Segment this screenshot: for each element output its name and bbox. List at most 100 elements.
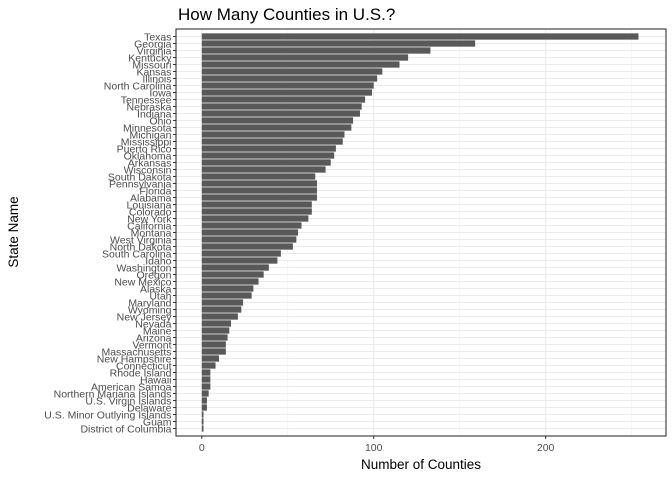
category-label: Kentucky [128, 52, 172, 64]
category-label: Arizona [136, 332, 172, 344]
category-label: New Hampshire [97, 353, 172, 365]
category-label: American Samoa [91, 381, 172, 393]
bar [201, 110, 360, 117]
category-label: Delaware [127, 402, 172, 414]
bar [201, 362, 216, 369]
category-label: Northern Mariana Islands [54, 388, 172, 400]
category-label: South Carolina [102, 248, 172, 260]
bar [201, 229, 299, 236]
category-label: Georgia [134, 38, 172, 50]
y-axis-title: State Name [6, 196, 21, 267]
category-label: Alabama [130, 192, 172, 204]
bar [201, 285, 254, 292]
category-label: New Jersey [117, 311, 173, 323]
category-label: Mississippi [121, 136, 172, 148]
category-label: Ohio [149, 115, 171, 127]
category-label: Pennsylvania [109, 178, 172, 190]
category-label: Alaska [140, 283, 172, 295]
bar [201, 355, 219, 362]
bar [201, 404, 207, 411]
bar [201, 40, 476, 47]
category-label: Illinois [142, 73, 171, 85]
bar [201, 243, 293, 250]
bar [201, 334, 228, 341]
category-label: Massachusetts [101, 346, 171, 358]
category-label: U.S. Virgin Islands [85, 395, 171, 407]
category-label: Montana [131, 227, 172, 239]
bar [201, 278, 259, 285]
x-axis-ticks: 0 100 200 [199, 436, 555, 454]
category-label: New York [127, 213, 172, 225]
bar [201, 131, 345, 138]
bar [201, 397, 207, 404]
category-label: Colorado [129, 206, 172, 218]
bar [201, 257, 278, 264]
bar [201, 299, 244, 306]
bar [201, 75, 378, 82]
bar [201, 54, 409, 61]
bar [201, 180, 317, 187]
category-label: Washington [116, 262, 171, 274]
bar [201, 159, 331, 166]
bar [201, 250, 281, 257]
bar [201, 320, 232, 327]
bar [201, 152, 335, 159]
category-label: North Dakota [110, 241, 172, 253]
bar [201, 201, 312, 208]
bar [201, 383, 211, 390]
x-tick-label: 0 [199, 442, 205, 454]
bar [201, 264, 269, 271]
category-label: Guam [143, 416, 172, 428]
bar [201, 166, 326, 173]
category-label: South Dakota [108, 171, 172, 183]
category-label: Indiana [137, 108, 172, 120]
bar [201, 68, 383, 75]
bar [201, 103, 362, 110]
category-label: Rhode Island [110, 367, 172, 379]
bar [201, 222, 302, 229]
bar [201, 236, 297, 243]
category-label: U.S. Minor Outlying Islands [44, 409, 171, 421]
bar [201, 425, 204, 432]
category-label: North Carolina [104, 80, 172, 92]
category-label: Arkansas [128, 157, 172, 169]
x-tick-label: 100 [365, 442, 383, 454]
bar [201, 145, 336, 152]
category-label: West Virginia [110, 234, 172, 246]
category-label: Kansas [136, 66, 171, 78]
x-axis-title: Number of Counties [361, 457, 481, 472]
bar [201, 418, 204, 425]
bar [201, 306, 242, 313]
category-label: Wisconsin [124, 164, 172, 176]
category-label: Maine [143, 325, 172, 337]
chart-title: How Many Counties in U.S.? [178, 5, 395, 24]
category-label: Vermont [132, 339, 171, 351]
bar [201, 376, 211, 383]
bar [201, 411, 204, 418]
bar [201, 271, 264, 278]
bar [201, 369, 211, 376]
bar [201, 313, 238, 320]
bar [201, 215, 309, 222]
x-tick-label: 200 [537, 442, 555, 454]
bar [201, 187, 317, 194]
bar [201, 341, 226, 348]
category-label: Virginia [137, 45, 172, 57]
category-label: Minnesota [123, 122, 172, 134]
bar [201, 124, 352, 131]
bar [201, 173, 316, 180]
category-label: Oklahoma [124, 150, 172, 162]
bar [201, 33, 639, 40]
bar [201, 348, 226, 355]
bar [201, 327, 230, 334]
category-label: Utah [149, 290, 171, 302]
bar [201, 194, 317, 201]
bars [201, 33, 639, 432]
bar [201, 117, 354, 124]
category-label: New Mexico [114, 276, 171, 288]
category-label: Idaho [145, 255, 171, 267]
category-label: Florida [139, 185, 171, 197]
category-label: Nevada [135, 318, 171, 330]
category-label: Connecticut [116, 360, 172, 372]
